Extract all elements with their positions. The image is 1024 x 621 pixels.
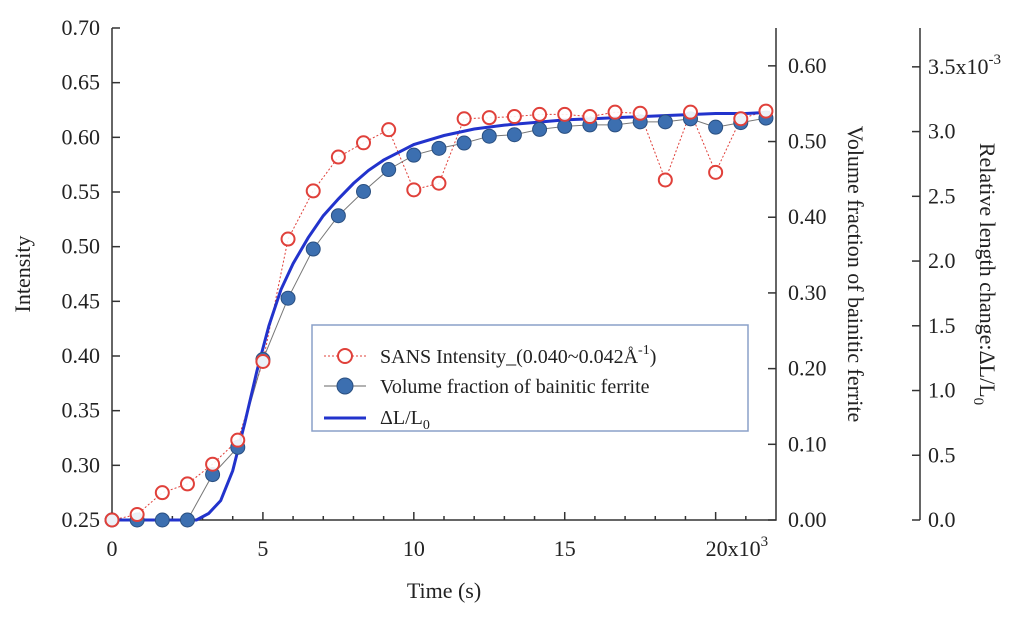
data-point-sans (381, 122, 397, 138)
legend-box (311, 324, 749, 432)
x-axis-title: Time (s) (407, 578, 481, 603)
data-point-sans (280, 231, 296, 247)
data-point-sans (481, 110, 497, 126)
y-right-tick-label: 0.5 (928, 442, 956, 467)
legend-label-sans-sup: -1 (638, 343, 650, 358)
data-point-vf (280, 290, 296, 306)
data-point-vf (481, 128, 497, 144)
y-left-tick-label: 0.35 (62, 398, 101, 423)
data-point-sans (708, 164, 724, 180)
data-point-vf (154, 512, 170, 528)
y-right-axis-title-sub: 0 (970, 398, 986, 406)
data-point-sans (733, 111, 749, 127)
legend-label-sans-main: SANS Intensity_(0.040~0.042Å (380, 346, 639, 368)
data-point-sans (104, 512, 120, 528)
y-mid-tick-label: 0.20 (788, 356, 827, 381)
data-point-vf (532, 121, 548, 137)
y-right-axis-title: Relative length change:ΔL/L0 (970, 143, 1000, 405)
y-right-tick-label: 2.0 (928, 248, 956, 273)
legend-label-sans-suffix: ) (650, 346, 657, 368)
y-mid-tick-label: 0.60 (788, 53, 827, 78)
data-point-sans (431, 175, 447, 191)
data-point-vf (431, 140, 447, 156)
legend: SANS Intensity_(0.040~0.042Å-1) Volume f… (311, 324, 749, 433)
data-point-sans (532, 106, 548, 122)
legend-marker-vf (336, 377, 354, 395)
y-left-tick-label: 0.40 (62, 343, 101, 368)
data-point-sans (456, 111, 472, 127)
y-right-tick-label: 3.0 (928, 119, 956, 144)
x-tick-label: 10 (403, 536, 425, 561)
data-point-sans (179, 476, 195, 492)
y-left-axis-title: Intensity (10, 236, 35, 313)
data-point-sans (230, 432, 246, 448)
legend-marker-sans (337, 348, 353, 364)
data-point-sans (758, 103, 774, 119)
legend-label-vf: Volume fraction of bainitic ferrite (380, 376, 650, 398)
x-tick-label: 0 (107, 536, 118, 561)
data-point-sans (657, 172, 673, 188)
y-right-tick-label: 1.0 (928, 378, 956, 403)
x-tick-exponent: 3 (761, 534, 769, 550)
x-tick-label: 15 (554, 536, 576, 561)
data-point-sans (154, 485, 170, 501)
data-point-sans (356, 135, 372, 151)
data-point-vf (330, 208, 346, 224)
data-point-vf (305, 241, 321, 257)
y-mid-tick-label: 0.10 (788, 431, 827, 456)
y-right-tick-label: 3.5x10-3 (928, 52, 1001, 79)
data-point-sans (607, 104, 623, 120)
data-point-sans (330, 149, 346, 165)
y-mid-tick-label: 0.00 (788, 507, 827, 532)
data-point-sans (205, 456, 221, 472)
data-point-vf (179, 512, 195, 528)
x-tick-label: 5 (257, 536, 268, 561)
data-point-vf (381, 162, 397, 178)
y-left-tick-label: 0.45 (62, 288, 101, 313)
data-point-sans (406, 182, 422, 198)
legend-label-dl-sub: 0 (423, 418, 430, 433)
data-point-sans (682, 104, 698, 120)
data-point-vf (708, 119, 724, 135)
y-right-axis-title-main: Relative length change:ΔL/L (975, 143, 1000, 398)
y-left-tick-label: 0.25 (62, 507, 101, 532)
data-point-vf (456, 135, 472, 151)
data-point-vf (607, 117, 623, 133)
legend-label-dl: ΔL/L0 (380, 407, 430, 433)
y-left-tick-label: 0.55 (62, 179, 101, 204)
data-point-sans (582, 109, 598, 125)
x-tick-label: 20x103 (706, 534, 769, 561)
y-left-tick-label: 0.65 (62, 70, 101, 95)
data-point-vf (356, 183, 372, 199)
data-point-sans (632, 105, 648, 121)
y-right-tick-label: 1.5 (928, 313, 956, 338)
y-left-tick-label: 0.70 (62, 15, 101, 40)
data-point-sans (506, 109, 522, 125)
y-mid-tick-label: 0.50 (788, 129, 827, 154)
y-right-tick-label: 0.0 (928, 507, 956, 532)
plot-frame (111, 28, 777, 521)
y-mid-tick-label: 0.30 (788, 280, 827, 305)
series-line-dl (112, 110, 771, 522)
data-point-sans (255, 353, 271, 369)
data-point-sans (129, 507, 145, 523)
legend-label-dl-main: ΔL/L (380, 407, 423, 429)
data-point-vf (506, 127, 522, 143)
y-left-tick-label: 0.60 (62, 124, 101, 149)
y-left-tick-label: 0.50 (62, 234, 101, 259)
data-point-sans (305, 183, 321, 199)
y-mid-axis-title: Volume fraction of bainitic ferrite (843, 126, 868, 422)
data-point-vf (657, 114, 673, 130)
y-left-tick-label: 0.30 (62, 452, 101, 477)
data-point-vf (406, 147, 422, 163)
y-mid-tick-label: 0.40 (788, 204, 827, 229)
data-point-sans (557, 106, 573, 122)
y-right-tick-exponent: -3 (989, 52, 1002, 68)
y-right-tick-label: 2.5 (928, 183, 956, 208)
legend-label-sans: SANS Intensity_(0.040~0.042Å-1) (380, 343, 656, 368)
